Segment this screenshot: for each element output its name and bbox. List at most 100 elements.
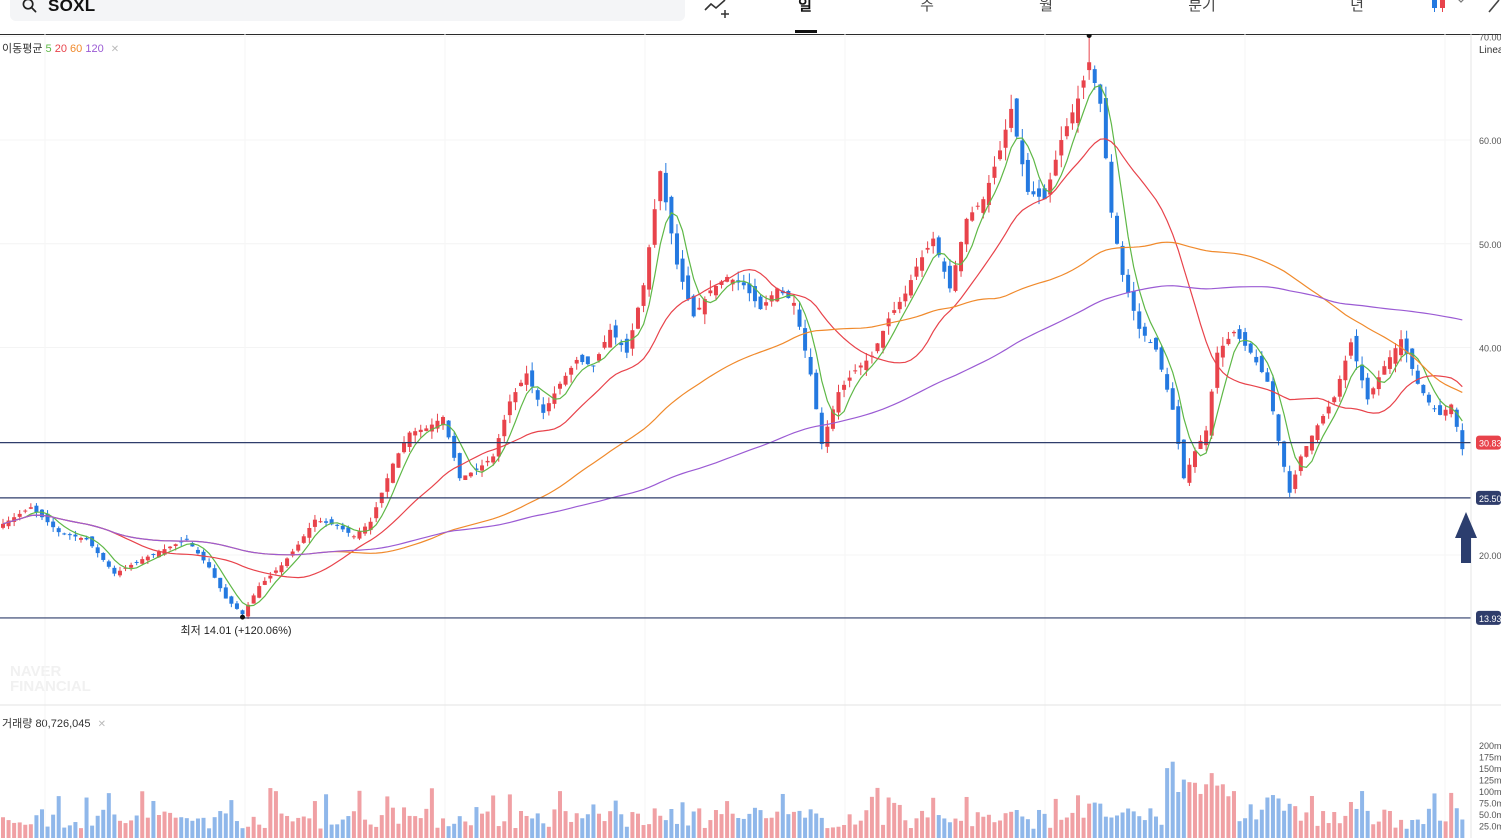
volume-bar [101, 809, 106, 838]
candle-body [903, 293, 908, 302]
volume-bar [390, 807, 395, 838]
candle-body [959, 242, 964, 272]
candle-body [1098, 84, 1103, 104]
volume-bar [1248, 804, 1253, 838]
price-chart[interactable]: NAVER FINANCIAL 30.83 25.50 13.93 70.00 60.… [0, 34, 1501, 838]
tab-year[interactable]: 년 [1350, 0, 1364, 14]
volume-bar [680, 802, 685, 838]
volume-bars [1, 761, 1465, 838]
candle-body [1037, 188, 1042, 197]
volume-bar [903, 820, 908, 838]
volume-bar [1137, 816, 1142, 838]
candle-body [1220, 345, 1225, 358]
tab-month[interactable]: 월 [1039, 0, 1053, 14]
volume-bar [151, 800, 156, 838]
volume-bar [1159, 824, 1164, 838]
candle-body [312, 519, 317, 527]
candle-body [702, 299, 707, 315]
candle-body [1126, 274, 1131, 293]
volume-bar [546, 826, 551, 838]
pen-icon[interactable] [1487, 0, 1501, 16]
candle-body [290, 551, 295, 556]
volume-bar [28, 824, 33, 838]
candle-body [524, 373, 529, 385]
volume-legend: 거래량 80,726,045 ✕ [2, 715, 106, 731]
volume-bar [914, 818, 919, 838]
tab-quarter[interactable]: 분기 [1188, 0, 1216, 14]
candle-body [129, 564, 134, 568]
candlestick-type-icon[interactable] [1428, 0, 1468, 18]
chart-grid [0, 34, 1471, 838]
annotations: 최고 70.08 (-56.01%)최저 14.01 (+120.06%) [181, 34, 1092, 637]
volume-bar [552, 809, 557, 838]
candle-body [1265, 372, 1270, 382]
candle-body [1148, 342, 1153, 344]
volume-bar [1365, 810, 1370, 838]
ma60-legend: 60 [70, 43, 83, 55]
volume-bar [1449, 792, 1454, 838]
candle-body [842, 384, 847, 390]
candle-body [223, 587, 228, 599]
high-marker [1086, 34, 1092, 38]
volume-legend-close-icon[interactable]: ✕ [97, 719, 106, 730]
candle-body [1109, 161, 1114, 213]
scale-mode-label[interactable]: Linear [1479, 45, 1501, 56]
volume-bar [1243, 818, 1248, 838]
volume-bar [123, 823, 128, 838]
naver-financial-logo: NAVER FINANCIAL [10, 663, 91, 695]
candle-body [173, 544, 178, 546]
candle-body [1020, 140, 1025, 165]
volume-bar [892, 802, 897, 838]
candle-body [998, 150, 1003, 160]
candle-body [480, 465, 485, 471]
tab-day[interactable]: 일 [798, 0, 812, 14]
volume-bar [858, 820, 863, 838]
candle-body [635, 307, 640, 329]
tab-week[interactable]: 주 [920, 0, 934, 14]
candle-body [1259, 355, 1264, 373]
volume-bar [624, 826, 629, 838]
candle-body [1187, 464, 1192, 483]
volume-bar [697, 808, 702, 838]
volume-bar [1215, 785, 1220, 838]
volume-bar [413, 816, 418, 838]
candle-body [6, 520, 11, 527]
volume-bar [301, 816, 306, 838]
ma-legend-close-icon[interactable]: ✕ [110, 44, 120, 55]
volume-bar [39, 809, 44, 838]
volume-bar [418, 818, 423, 838]
volume-bar [1165, 768, 1170, 838]
candle-body [134, 561, 139, 563]
volume-bar [17, 822, 22, 838]
volume-bar [1176, 791, 1181, 838]
volume-bar [708, 820, 713, 838]
volume-bar [1003, 813, 1008, 838]
volume-bar [741, 818, 746, 838]
candle-body [184, 538, 189, 540]
volume-bar [769, 817, 774, 838]
volume-bar [1181, 779, 1186, 838]
candle-body [374, 507, 379, 519]
candle-body [251, 595, 256, 604]
volume-tick-label: 150m [1479, 764, 1501, 774]
volume-bar [1170, 761, 1175, 838]
volume-bar [329, 824, 334, 838]
candle-body [825, 426, 830, 447]
volume-bar [162, 811, 167, 838]
ma-legend-label: 이동평균 [2, 43, 43, 55]
search-input[interactable]: SOXL [10, 0, 685, 21]
volume-bar [596, 813, 601, 838]
volume-bar [1053, 798, 1058, 838]
volume-bar [1399, 819, 1404, 838]
candle-body [647, 247, 652, 290]
candle-body [1337, 378, 1342, 397]
volume-tick-label: 125m [1479, 776, 1501, 786]
candle-body [151, 553, 156, 555]
candle-body [1198, 440, 1203, 449]
candle-body [585, 356, 590, 365]
candle-body [1270, 381, 1275, 412]
drawing-tool-icon[interactable] [703, 0, 729, 18]
level-badge-label: 30.83 [1479, 439, 1501, 449]
volume-bar [1092, 802, 1097, 838]
